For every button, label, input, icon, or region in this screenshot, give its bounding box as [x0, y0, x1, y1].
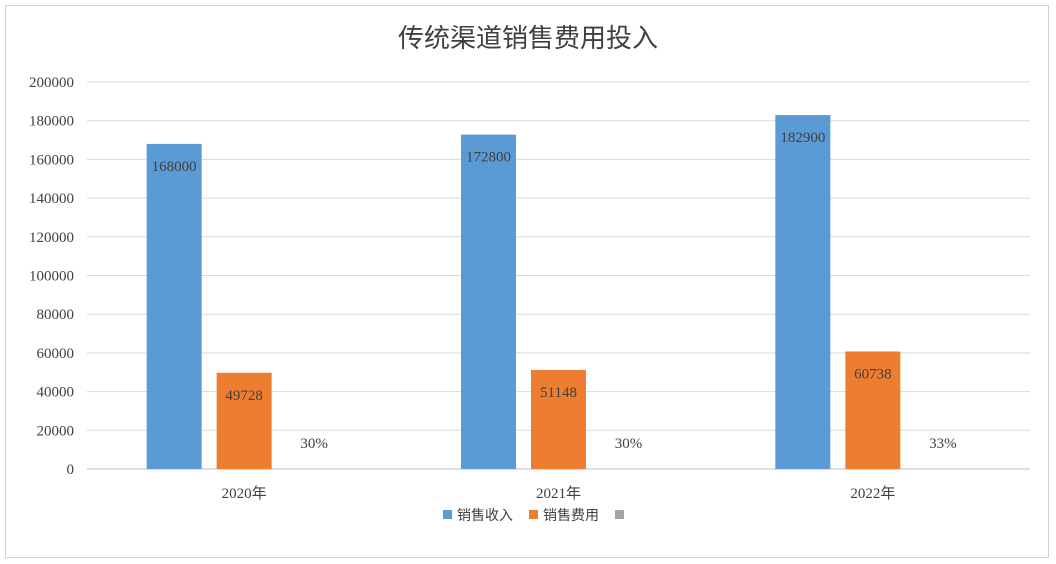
chart-title: 传统渠道销售费用投入 [398, 24, 658, 54]
y-tick-label: 160000 [29, 152, 74, 168]
data-labels: 168000 49728 30% 172800 51148 30% 182900 60738 3… [152, 130, 957, 452]
data-label: 168000 [152, 159, 197, 175]
x-tick-label: 2022年 [850, 485, 895, 502]
x-axis: 2020年 2021年 2022年 [222, 485, 896, 502]
data-label: 49728 [225, 388, 263, 404]
y-tick-label: 0 [67, 462, 75, 478]
legend-swatch [529, 510, 538, 519]
y-tick-label: 20000 [37, 423, 75, 439]
bar [531, 370, 586, 469]
data-label: 182900 [780, 130, 825, 146]
data-label: 60738 [854, 366, 892, 382]
y-tick-label: 200000 [29, 75, 74, 91]
legend: 销售收入 销售费用 [443, 508, 624, 524]
y-tick-label: 180000 [29, 114, 74, 130]
bar [461, 134, 516, 469]
data-label: 51148 [540, 385, 577, 401]
y-tick-label: 100000 [29, 269, 74, 285]
legend-label: 销售收入 [457, 508, 513, 524]
x-tick-label: 2021年 [536, 485, 581, 502]
x-tick-label: 2020年 [222, 485, 267, 502]
data-label: 172800 [466, 150, 511, 166]
bar [146, 143, 202, 470]
y-tick-label: 60000 [37, 346, 75, 362]
bar [845, 351, 901, 469]
legend-swatch [443, 510, 452, 519]
y-axis: 0 20000 40000 60000 80000 100000 120000 140000 1… [29, 75, 74, 478]
legend-label: 销售费用 [543, 508, 599, 524]
legend-swatch [615, 510, 624, 519]
bar [216, 372, 272, 469]
bars [146, 115, 971, 470]
y-tick-label: 120000 [29, 230, 74, 246]
y-tick-label: 80000 [37, 307, 75, 323]
data-label: 30% [615, 436, 643, 452]
y-tick-label: 40000 [37, 385, 75, 401]
y-tick-label: 140000 [29, 191, 74, 207]
bar [775, 115, 831, 469]
data-label: 33% [929, 436, 957, 452]
data-label: 30% [300, 436, 328, 452]
